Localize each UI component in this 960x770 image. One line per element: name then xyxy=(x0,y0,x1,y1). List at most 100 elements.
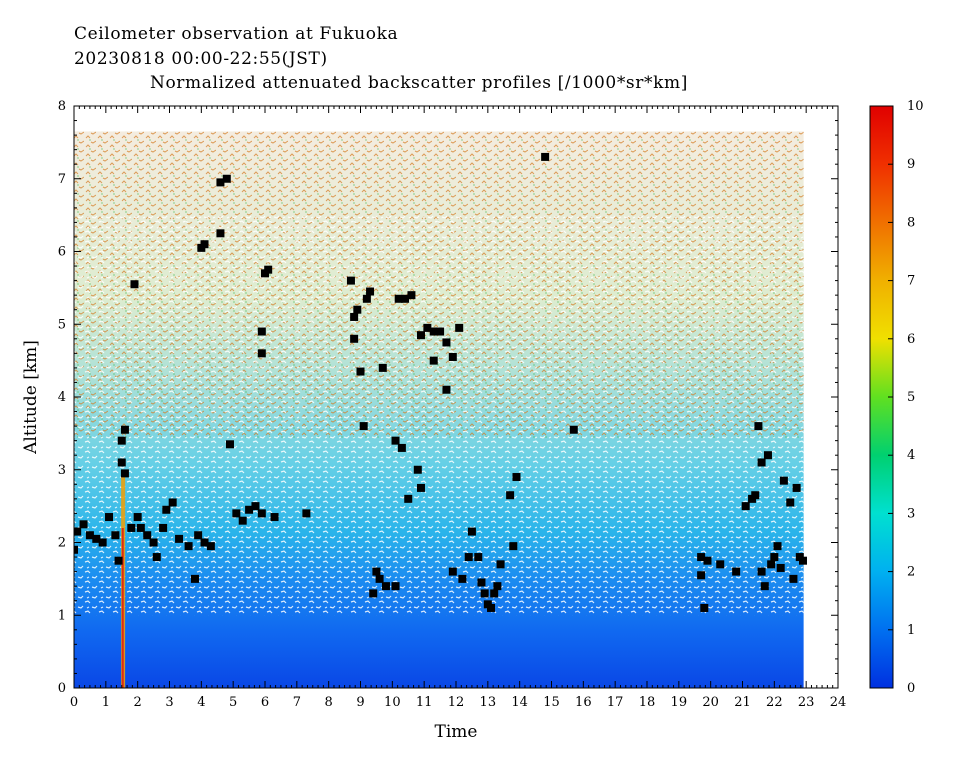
cloud-base-marker xyxy=(257,327,266,336)
cloud-base-marker xyxy=(490,589,499,598)
x-tick-label: 3 xyxy=(165,695,173,710)
cloud-base-marker xyxy=(397,443,406,452)
cloud-base-marker xyxy=(216,229,225,238)
cloud-base-marker xyxy=(222,174,231,183)
cloud-base-marker xyxy=(436,327,445,336)
backscatter-noise-mid xyxy=(74,214,804,616)
cloud-base-marker xyxy=(760,582,769,591)
cloud-base-marker xyxy=(356,367,365,376)
cloud-base-marker xyxy=(416,331,425,340)
cloud-base-marker xyxy=(264,265,273,274)
cloud-base-marker xyxy=(232,509,241,518)
cloud-base-marker xyxy=(111,531,120,540)
cloud-base-marker xyxy=(716,560,725,569)
cloud-base-marker xyxy=(541,152,550,161)
cloud-base-marker xyxy=(776,563,785,572)
y-tick-label: 8 xyxy=(58,99,66,114)
colorbar-tick-label: 3 xyxy=(907,506,915,521)
cloud-base-marker xyxy=(416,483,425,492)
colorbar: 0 1 2 3 4 5 6 7 8 9 10 xyxy=(869,99,924,696)
cloud-base-marker xyxy=(120,425,129,434)
cloud-base-marker xyxy=(423,323,432,332)
x-tick-label: 6 xyxy=(261,695,269,710)
x-tick-label: 22 xyxy=(766,695,783,710)
cloud-base-marker xyxy=(442,385,451,394)
cloud-base-marker xyxy=(251,502,260,511)
x-tick-label: 17 xyxy=(607,695,624,710)
y-tick-label: 5 xyxy=(58,317,66,332)
y-tick-label: 2 xyxy=(58,536,66,551)
cloud-base-marker xyxy=(225,440,234,449)
cloud-base-marker xyxy=(206,542,215,551)
x-tick-label: 21 xyxy=(734,695,751,710)
cloud-base-marker xyxy=(372,567,381,576)
y-tick-label: 7 xyxy=(58,172,66,187)
cloud-base-marker xyxy=(703,556,712,565)
cloud-base-marker xyxy=(200,240,209,249)
cloud-base-marker xyxy=(773,542,782,551)
colorbar-tick-label: 1 xyxy=(907,623,915,638)
cloud-base-marker xyxy=(442,338,451,347)
cloud-base-marker xyxy=(74,527,82,536)
cloud-base-marker xyxy=(493,582,502,591)
colorbar-tick-label: 6 xyxy=(907,332,915,347)
cloud-base-marker xyxy=(429,327,438,336)
x-tick-label: 13 xyxy=(480,695,497,710)
cloud-base-marker xyxy=(92,534,101,543)
chart-title-quantity: Normalized attenuated backscatter profil… xyxy=(150,73,688,93)
x-tick-label: 24 xyxy=(830,695,847,710)
y-axis-label: Altitude [km] xyxy=(21,340,41,455)
cloud-base-marker xyxy=(359,422,368,431)
cloud-base-marker xyxy=(751,491,760,500)
cloud-base-marker xyxy=(362,294,371,303)
cloud-base-marker xyxy=(767,560,776,569)
cloud-base-marker xyxy=(569,425,578,434)
cloud-base-marker xyxy=(697,553,706,562)
colorbar-tick-label: 5 xyxy=(907,390,915,405)
plot-area xyxy=(74,131,807,688)
cloud-base-marker xyxy=(381,582,390,591)
cloud-base-marker xyxy=(74,545,78,554)
x-tick-label: 23 xyxy=(798,695,815,710)
cloud-base-marker xyxy=(467,527,476,536)
chart-title-location: Ceilometer observation at Fukuoka xyxy=(74,24,399,44)
cloud-base-marker xyxy=(506,491,515,500)
cloud-base-marker xyxy=(757,458,766,467)
cloud-base-marker xyxy=(404,494,413,503)
x-tick-label: 7 xyxy=(293,695,301,710)
cloud-base-marker xyxy=(168,498,177,507)
cloud-base-marker xyxy=(270,513,279,522)
cloud-base-marker xyxy=(114,556,123,565)
x-tick-label: 19 xyxy=(671,695,688,710)
cloud-base-marker xyxy=(216,178,225,187)
cloud-base-marker xyxy=(429,356,438,365)
colorbar-tick-label: 8 xyxy=(907,215,915,230)
cloud-base-marker xyxy=(512,473,521,482)
y-tick-label: 3 xyxy=(58,463,66,478)
cloud-base-marker xyxy=(98,538,107,547)
cloud-base-marker xyxy=(474,553,483,562)
chart-title-date-range: 20230818 00:00-22:55(JST) xyxy=(74,49,328,69)
cloud-base-marker xyxy=(200,538,209,547)
cloud-base-marker xyxy=(162,505,171,514)
cloud-base-marker xyxy=(159,523,168,532)
x-tick-label: 18 xyxy=(639,695,656,710)
cloud-base-marker xyxy=(79,520,88,529)
cloud-base-marker xyxy=(391,436,400,445)
cloud-base-marker xyxy=(130,280,139,289)
cloud-base-marker xyxy=(448,352,457,361)
cloud-base-marker xyxy=(194,531,203,540)
cloud-base-marker xyxy=(700,603,709,612)
cloud-base-marker xyxy=(455,323,464,332)
cloud-base-marker xyxy=(757,567,766,576)
x-tick-label: 8 xyxy=(325,695,333,710)
cloud-base-marker xyxy=(117,458,126,467)
cloud-base-marker xyxy=(117,436,126,445)
cloud-base-marker xyxy=(458,574,467,583)
colorbar-tick-label: 9 xyxy=(907,157,915,172)
cloud-base-marker xyxy=(149,538,158,547)
y-tick-label: 1 xyxy=(58,608,66,623)
y-tick-label: 4 xyxy=(58,390,66,405)
y-tick-label: 0 xyxy=(58,681,66,696)
cloud-base-marker xyxy=(401,294,410,303)
